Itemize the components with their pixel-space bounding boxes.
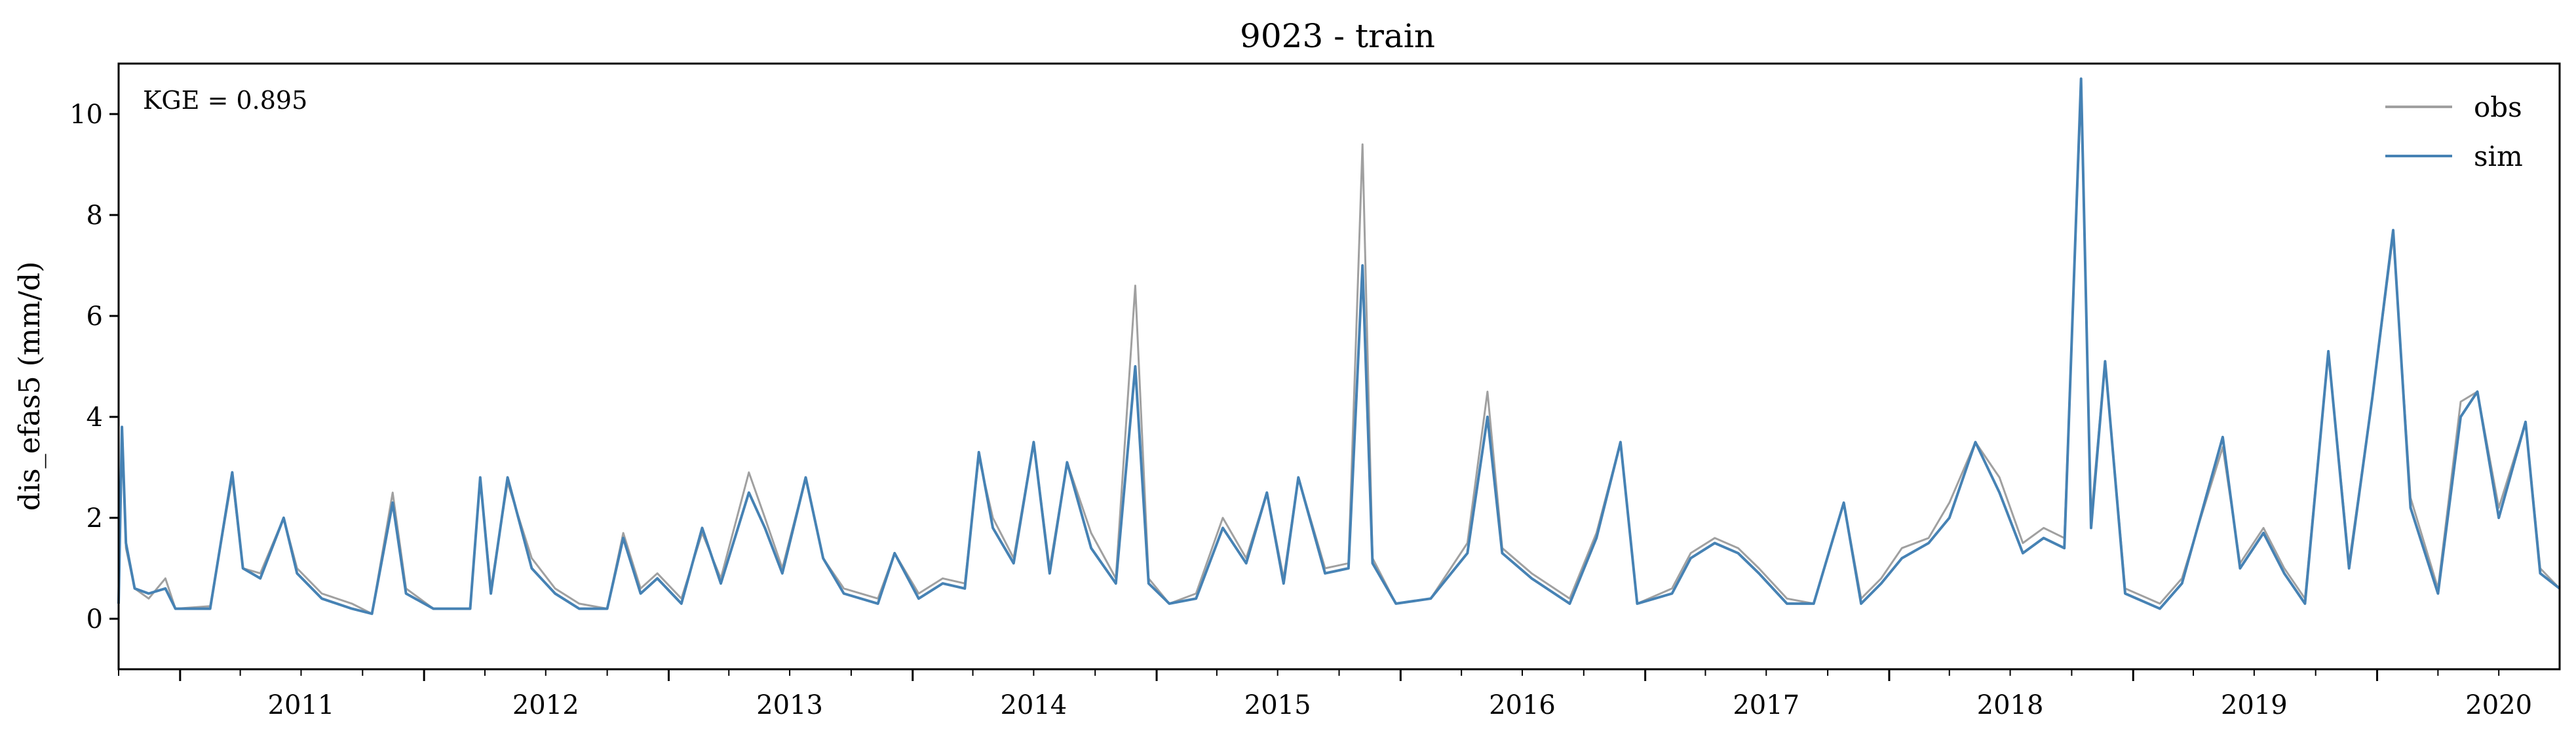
legend: obs sim [2385, 91, 2523, 172]
x-axis: 2011 2012 2013 2014 2015 2016 2017 2018 2019 2020 [118, 669, 2532, 720]
x-tick-label: 2018 [1977, 690, 2044, 720]
legend-label-sim: sim [2474, 140, 2523, 172]
y-tick-label: 0 [87, 604, 103, 635]
y-tick-label: 6 [87, 302, 103, 332]
legend-label-obs: obs [2474, 91, 2522, 123]
y-tick-label: 8 [87, 201, 103, 231]
y-axis-label: dis_efas5 (mm/d) [13, 262, 47, 511]
x-tick-label: 2014 [1000, 690, 1067, 720]
y-tick-label: 10 [69, 100, 103, 130]
kge-annotation: KGE = 0.895 [143, 86, 307, 115]
plot-frame [117, 62, 2561, 671]
chart-title: 9023 - train [1240, 17, 1435, 55]
y-tick-label: 2 [87, 503, 103, 534]
x-tick-label: 2017 [1733, 690, 1799, 720]
y-axis: 0 2 4 6 8 10 [69, 100, 119, 635]
x-tick-label: 2012 [512, 690, 579, 720]
x-tick-label: 2015 [1244, 690, 1311, 720]
series-layer [117, 77, 2561, 615]
y-tick-label: 4 [87, 402, 103, 433]
x-tick-label: 2020 [2465, 690, 2532, 720]
x-tick-label: 2011 [268, 690, 335, 720]
x-tick-label: 2013 [756, 690, 823, 720]
series-line-sim [117, 77, 2561, 615]
x-tick-label: 2016 [1489, 690, 1556, 720]
x-tick-label: 2019 [2221, 690, 2288, 720]
